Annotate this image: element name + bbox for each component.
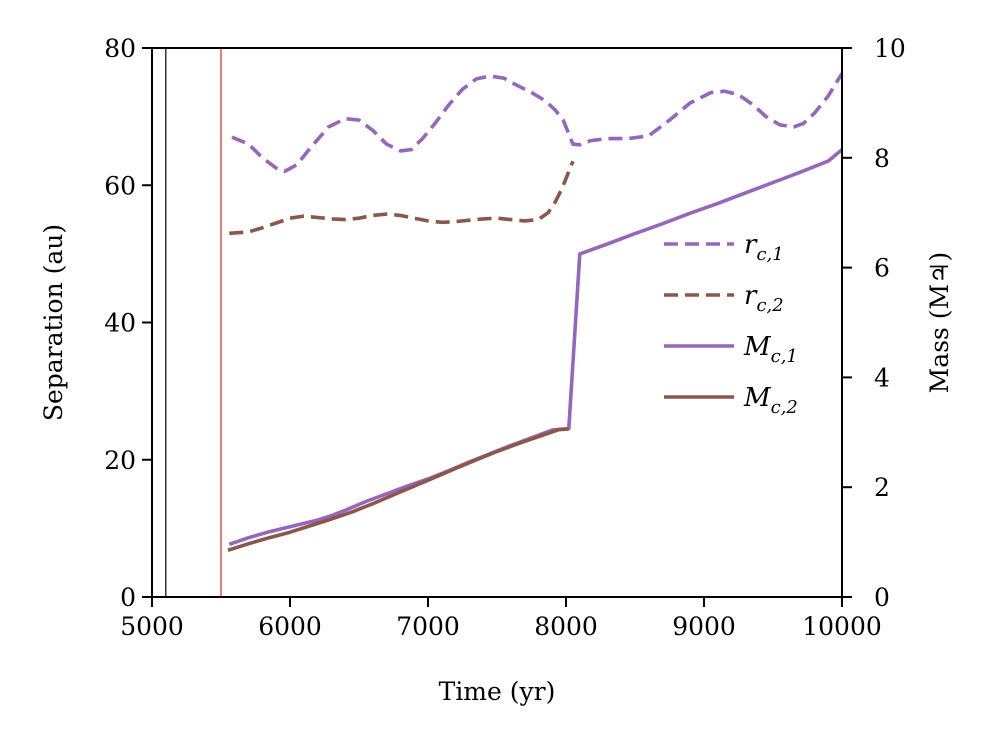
y-axis-right-title: Mass (M♃) <box>925 252 954 394</box>
x-tick-label: 10000 <box>802 612 882 641</box>
y-left-tick-label: 80 <box>104 34 136 63</box>
x-tick-label: 9000 <box>672 612 736 641</box>
y-right-tick-label: 4 <box>874 363 890 392</box>
y-axis-left-title: Separation (au) <box>39 224 68 421</box>
x-tick-label: 8000 <box>534 612 598 641</box>
y-left-tick-label: 60 <box>104 171 136 200</box>
y-right-tick-label: 0 <box>874 583 890 612</box>
x-tick-label: 5000 <box>120 612 184 641</box>
x-tick-label: 6000 <box>258 612 322 641</box>
series-line-4 <box>227 427 569 553</box>
legend-label-1: rc,1 <box>744 230 784 265</box>
x-axis-title: Time (yr) <box>439 677 556 706</box>
y-right-tick-label: 10 <box>874 34 906 63</box>
y-right-tick-label: 2 <box>874 473 890 502</box>
y-right-tick-label: 6 <box>874 254 890 283</box>
y-left-tick-label: 20 <box>104 446 136 475</box>
y-left-tick-label: 0 <box>120 583 136 612</box>
series-line-2 <box>229 160 575 236</box>
axes: 5000 6000 7000 8000 9000 10000020406080024681… <box>104 34 906 641</box>
legend-label-2: rc,2 <box>744 281 784 316</box>
legend: rc,1 rc,2 Mc,1 Mc,2 <box>664 230 798 418</box>
x-tick-label: 7000 <box>396 612 460 641</box>
y-left-tick-label: 40 <box>104 309 136 338</box>
y-right-tick-label: 8 <box>874 144 890 173</box>
series-line-1 <box>231 72 844 174</box>
legend-label-3: Mc,1 <box>743 332 798 367</box>
plot-area <box>165 48 844 597</box>
legend-label-4: Mc,2 <box>743 383 798 418</box>
